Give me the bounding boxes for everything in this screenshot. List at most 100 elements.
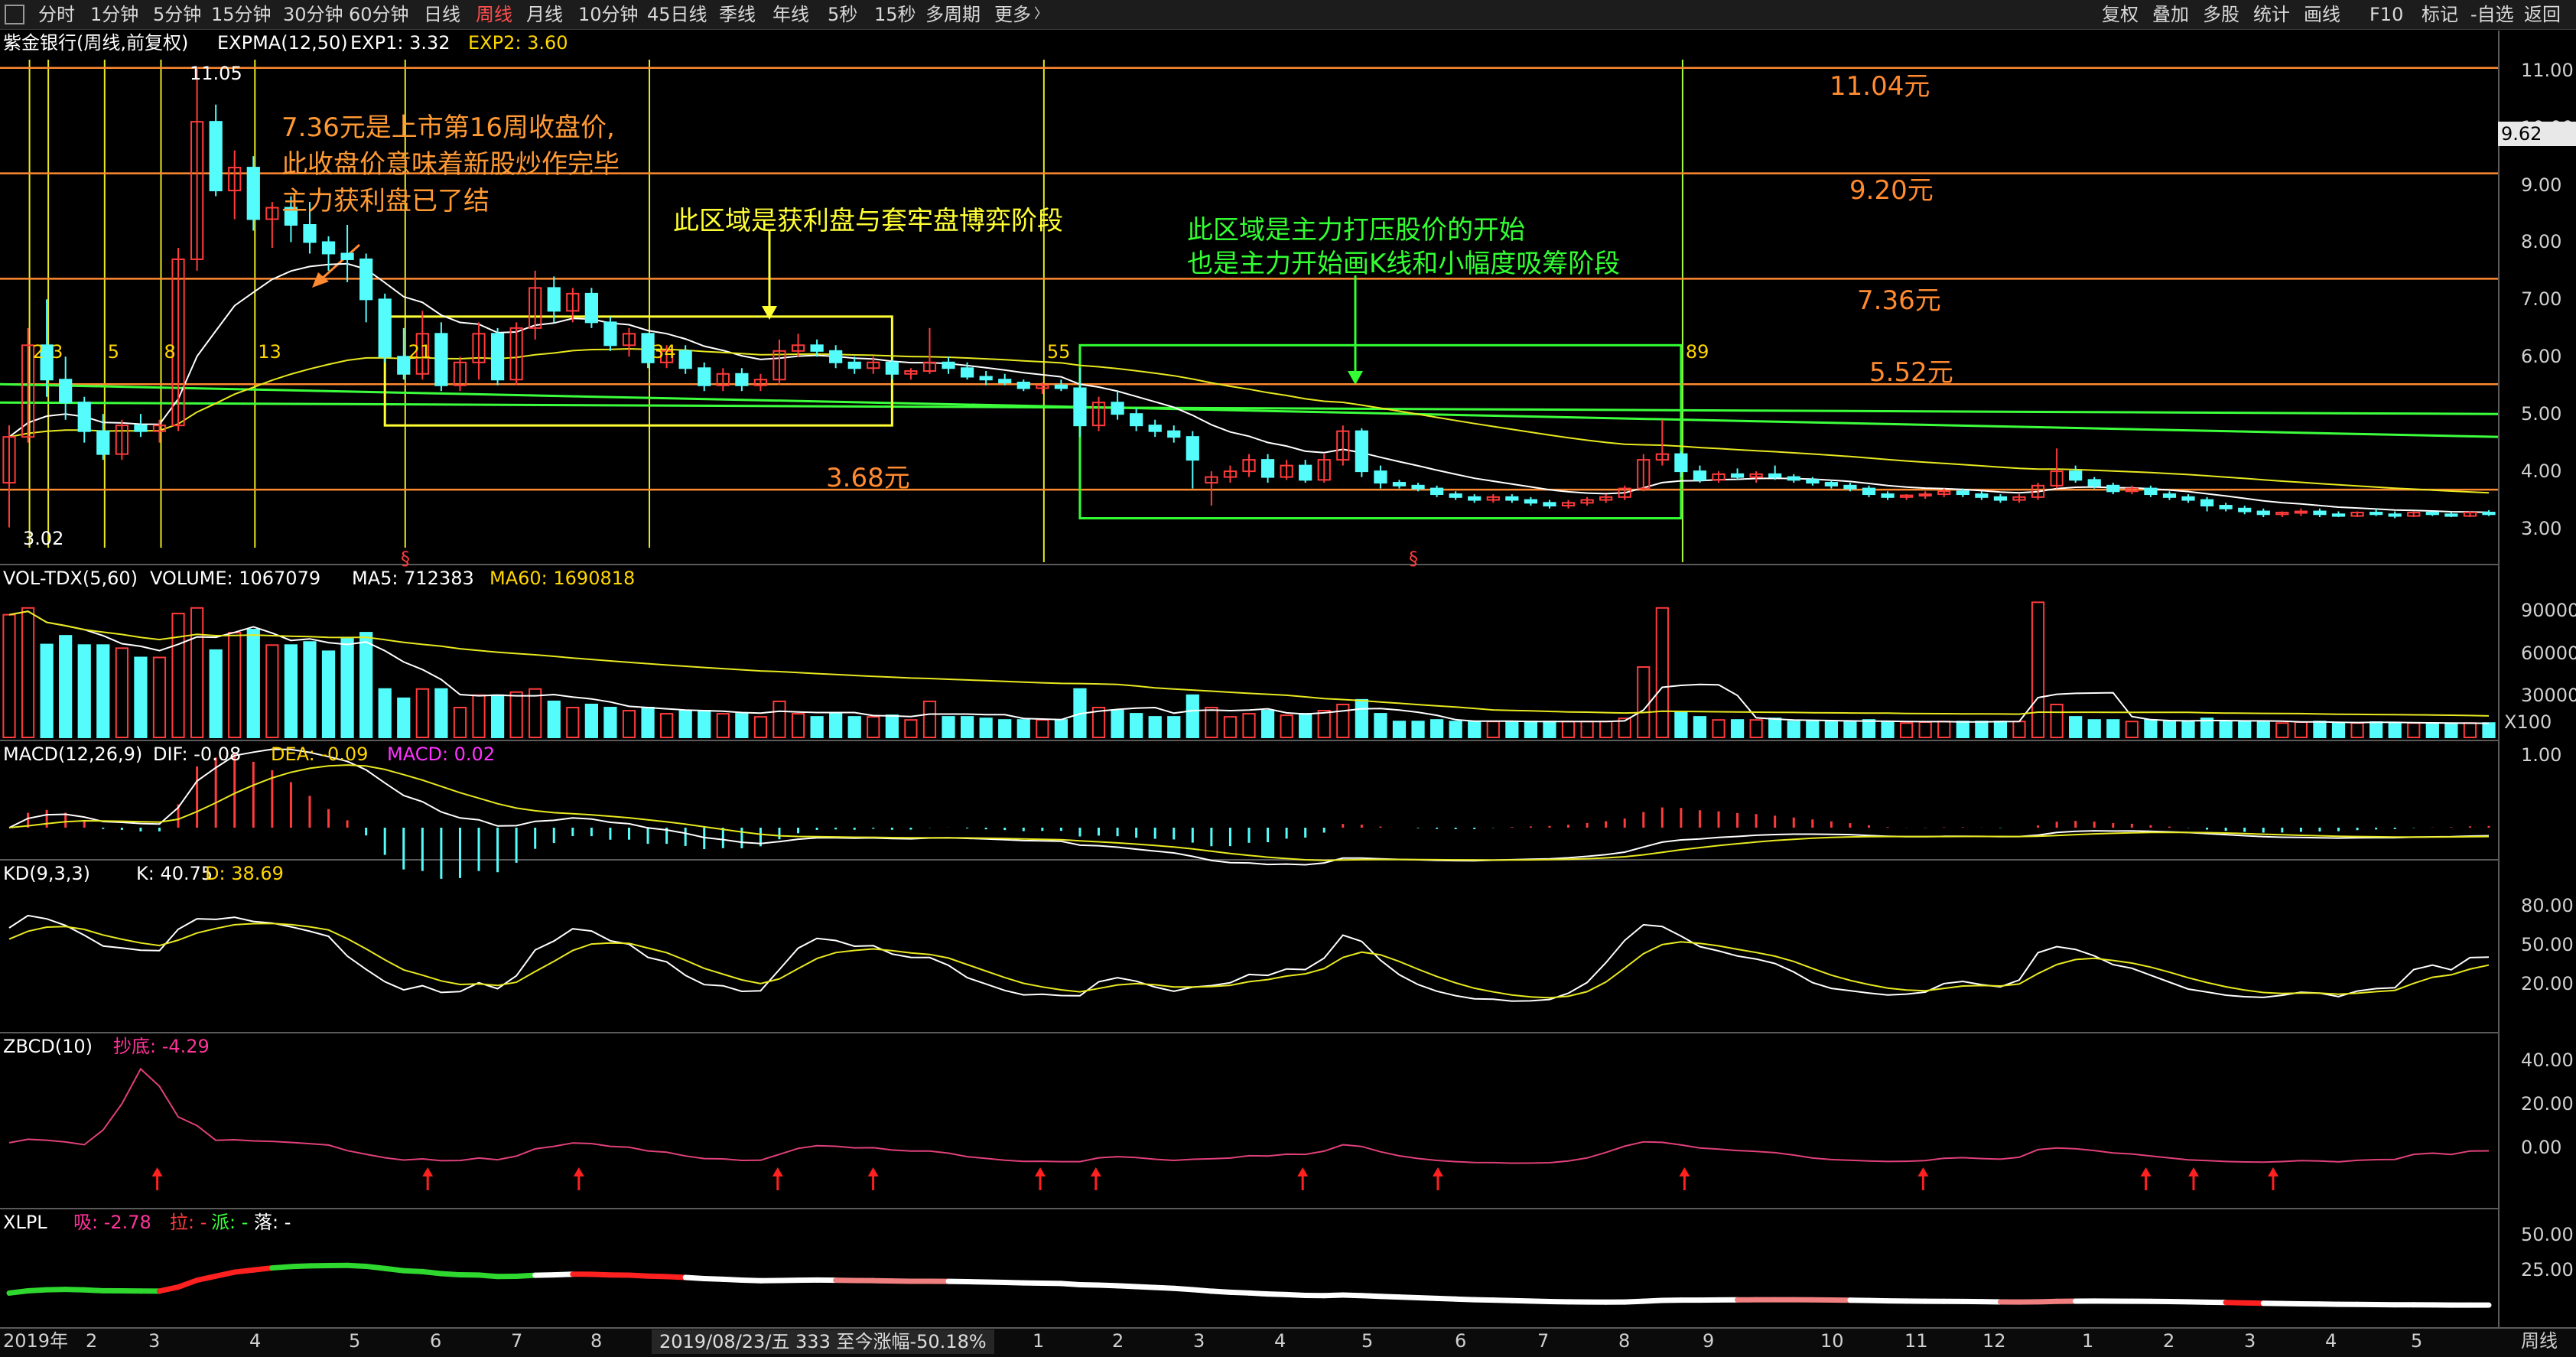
xlpl-segment [159,1287,178,1291]
xlpl-segment [1117,1286,1137,1287]
kd-title: KD(9,3,3) [3,864,90,883]
period-tab-9[interactable]: 10分钟 [578,0,639,29]
window-icon[interactable] [5,5,24,24]
period-tab-14[interactable]: 15秒 [874,0,916,29]
period-tab-16[interactable]: 更多 [994,0,1031,29]
xlpl-segment [554,1274,573,1275]
volume-bar [2013,721,2025,737]
xlpl-segment [1644,1300,1663,1301]
volume-bar [1187,695,1199,737]
candle-body [1769,474,1781,477]
candle-body [2295,512,2307,513]
bottom-signal-arrow-head [422,1167,433,1176]
volume-bar [1450,721,1462,737]
candle-body [961,368,973,376]
candle-body [135,425,146,431]
period-tab-8[interactable]: 月线 [526,0,563,29]
period-tab-1[interactable]: 1分钟 [90,0,138,29]
candle-body [1074,388,1085,425]
volume-bar [304,642,315,737]
volume-bar [2126,721,2138,737]
candle-body [1957,491,1969,494]
volume-bar [1036,720,1048,737]
period-tab-15[interactable]: 多周期 [925,0,981,29]
tool-button-7[interactable]: -自选 [2470,0,2514,29]
level-label: 3.68元 [826,465,910,491]
xlpl-segment [1230,1292,1249,1293]
period-tab-2[interactable]: 5分钟 [153,0,201,29]
tool-button-1[interactable]: 叠加 [2152,0,2189,29]
low-price-label: 3.02 [23,529,63,548]
tool-button-3[interactable]: 统计 [2253,0,2290,29]
period-tab-13[interactable]: 5秒 [828,0,857,29]
period-tab-12[interactable]: 年线 [772,0,809,29]
volume-bar [1018,720,1029,737]
period-tab-4[interactable]: 30分钟 [283,0,343,29]
x-axis-label: 5 [349,1332,360,1350]
volume-bar [1712,720,1724,737]
candle-body [1543,503,1555,506]
volume-bar [773,701,785,737]
volume-bar [1394,721,1405,737]
volume-bar [1581,721,1592,737]
price-y-tick: 11.00 [2521,61,2574,80]
bottom-signal-arrow-head [2188,1167,2199,1176]
period-tab-5[interactable]: 60分钟 [349,0,409,29]
x-axis-label: 7 [1537,1332,1549,1350]
tool-button-6[interactable]: 标记 [2422,0,2458,29]
volume-bar [548,701,560,737]
s-mark: § [1409,549,1418,568]
period-label[interactable]: 周线 [2521,1332,2558,1350]
candle-body [2258,512,2269,515]
period-tab-3[interactable]: 15分钟 [211,0,272,29]
period-tab-6[interactable]: 日线 [424,0,460,29]
volume-bar [435,689,447,737]
period-tab-7[interactable]: 周线 [476,0,512,29]
bottom-signal-arrow-head [2268,1167,2278,1176]
x-axis-label: 1 [1033,1332,1044,1350]
annotation-text: 此区域是获利盘与套牢盘博弈阶段 [673,208,1063,234]
candle-body [1995,497,2006,500]
zbcd-value: 抄底: -4.29 [113,1037,210,1056]
current-price-box: 9.62 [2498,122,2576,146]
volume-bar [567,708,578,737]
xlpl-segment [1286,1294,1306,1295]
xlpl-segment [1249,1293,1268,1294]
tool-button-5[interactable]: F10 [2369,0,2403,29]
volume-bar [172,613,184,737]
candle-body [1150,425,1161,431]
fib-label: 34 [652,343,676,361]
candle-body [2389,514,2401,516]
tool-button-4[interactable]: 画线 [2304,0,2340,29]
macd-dea-line [9,765,2489,861]
x-axis-label: 3 [1193,1332,1205,1350]
x-axis-label: 11 [1904,1332,1928,1350]
volume-bar [1225,717,1236,737]
volume-bar [2314,721,2325,737]
tool-button-0[interactable]: 复权 [2102,0,2139,29]
kd-k: K: 40.75 [136,864,213,883]
volume-bar [2182,721,2194,737]
period-tab-11[interactable]: 季线 [719,0,756,29]
volume-bar [942,717,954,737]
xlpl-la: 拉: - [170,1213,207,1232]
xlpl-y-tick: 50.00 [2521,1225,2574,1244]
vol-value: VOLUME: 1067079 [150,569,320,587]
candle-body [1807,480,1818,483]
tool-button-8[interactable]: 返回 [2524,0,2561,29]
candle-body [1130,414,1142,425]
volume-bar [661,714,672,737]
candle-body [1055,386,1067,389]
volume-bar [1281,715,1293,737]
volume-bar [454,708,466,737]
macd-title: MACD(12,26,9) [3,745,142,763]
more-chevron-icon[interactable]: 〉 [1034,0,1048,29]
period-tab-0[interactable]: 分时 [38,0,75,29]
xlpl-segment [1174,1288,1193,1290]
period-tab-10[interactable]: 45日线 [647,0,707,29]
level-label: 7.36元 [1857,288,1941,314]
x-axis-label: 8 [1618,1332,1630,1350]
tool-button-2[interactable]: 多股 [2203,0,2239,29]
volume-bar [2145,720,2156,737]
volume-bar [2089,720,2100,737]
